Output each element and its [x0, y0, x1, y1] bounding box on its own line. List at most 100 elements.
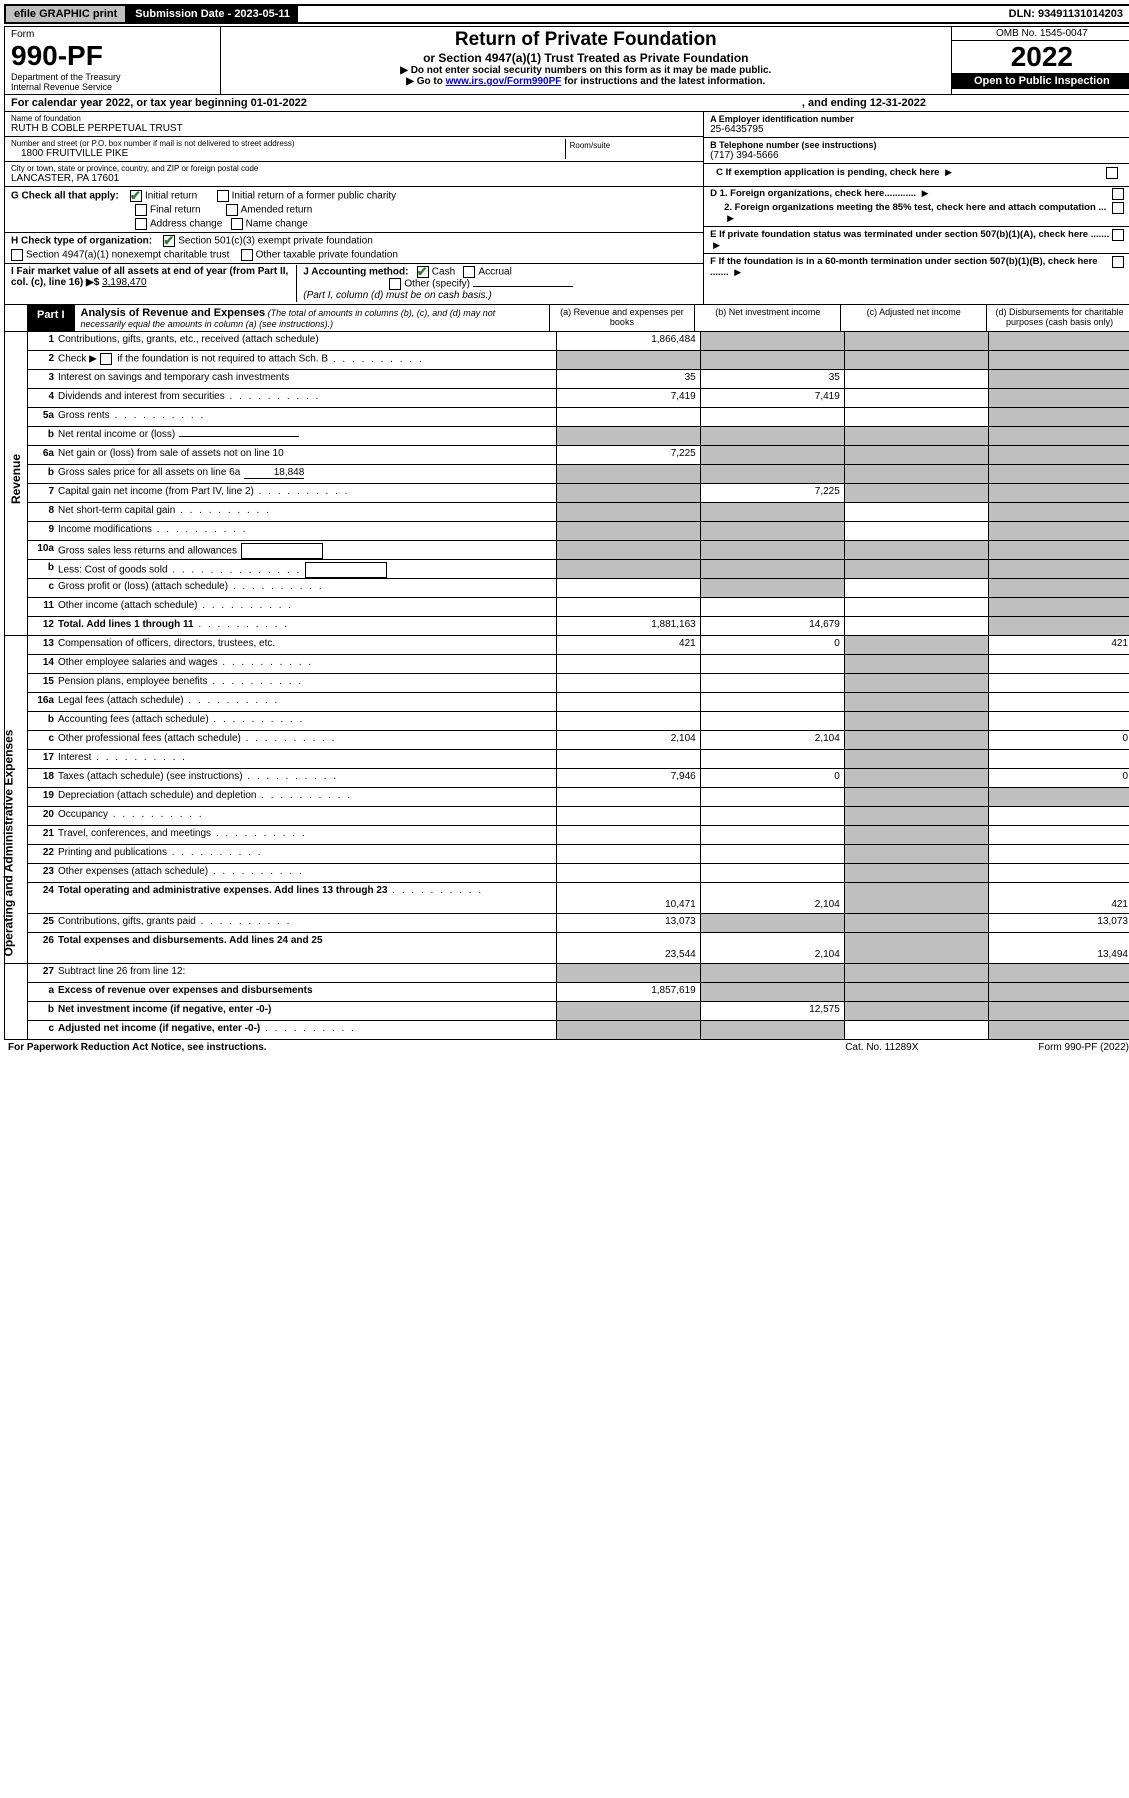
r2-n: 2 [28, 351, 58, 369]
r27b-b: 12,575 [700, 1002, 844, 1020]
row-1: 1Contributions, gifts, grants, etc., rec… [28, 332, 1129, 351]
r26-a: 23,544 [556, 933, 700, 963]
r16c-n: c [28, 731, 58, 749]
r4-c [844, 389, 988, 407]
j-accrual-checkbox[interactable] [463, 266, 475, 278]
h-501c3-checkbox[interactable] [163, 235, 175, 247]
r1-b [700, 332, 844, 350]
g-addr-checkbox[interactable] [135, 218, 147, 230]
col-d-head: (d) Disbursements for charitable purpose… [986, 305, 1129, 331]
r5b-c [844, 427, 988, 445]
g-label: G Check all that apply: [11, 191, 119, 202]
r22-d-col [988, 845, 1129, 863]
i-value: 3,198,470 [102, 277, 147, 288]
entity-left: Name of foundation RUTH B COBLE PERPETUA… [5, 112, 703, 186]
r21-d: Travel, conferences, and meetings [58, 826, 556, 844]
c-checkbox[interactable] [1106, 167, 1118, 179]
row-20: 20Occupancy [28, 807, 1129, 826]
h-other-checkbox[interactable] [241, 249, 253, 261]
r8-b [700, 503, 844, 521]
r8-dt: Net short-term capital gain [58, 505, 175, 516]
g-name: Name change [246, 219, 308, 230]
g-name-checkbox[interactable] [231, 218, 243, 230]
j-accrual: Accrual [478, 267, 511, 278]
row-26: 26Total expenses and disbursements. Add … [28, 933, 1129, 963]
r5b-d-col [988, 427, 1129, 445]
r5b-b [700, 427, 844, 445]
row-12: 12Total. Add lines 1 through 111,881,163… [28, 617, 1129, 635]
r22-dt: Printing and publications [58, 847, 167, 858]
j-row: J Accounting method: Cash Accrual Other … [297, 265, 703, 302]
g-initial-former-checkbox[interactable] [217, 190, 229, 202]
e-checkbox[interactable] [1112, 229, 1124, 241]
h-4947-checkbox[interactable] [11, 249, 23, 261]
r14-b [700, 655, 844, 673]
r15-n: 15 [28, 674, 58, 692]
r7-d: Capital gain net income (from Part IV, l… [58, 484, 556, 502]
r23-b [700, 864, 844, 882]
phone-label: B Telephone number (see instructions) [710, 140, 1126, 150]
r18-c [844, 769, 988, 787]
r7-d-col [988, 484, 1129, 502]
f-checkbox[interactable] [1112, 256, 1124, 268]
r18-b: 0 [700, 769, 844, 787]
phone-value: (717) 394-5666 [710, 150, 1126, 161]
r21-dt: Travel, conferences, and meetings [58, 828, 211, 839]
r27-b [700, 964, 844, 982]
r16b-c [844, 712, 988, 730]
r7-n: 7 [28, 484, 58, 502]
r14-dt: Other employee salaries and wages [58, 657, 218, 668]
form-note2: ▶ Go to www.irs.gov/Form990PF for instru… [227, 76, 945, 87]
r6a-b [700, 446, 844, 464]
r18-d-col: 0 [988, 769, 1129, 787]
r2-checkbox[interactable] [100, 353, 112, 365]
g-final-checkbox[interactable] [135, 204, 147, 216]
d1-label: D 1. Foreign organizations, check here..… [710, 188, 916, 199]
d1-checkbox[interactable] [1112, 188, 1124, 200]
form-note1: ▶ Do not enter social security numbers o… [227, 65, 945, 76]
r13-n: 13 [28, 636, 58, 654]
r22-b [700, 845, 844, 863]
r19-n: 19 [28, 788, 58, 806]
form-number: 990-PF [11, 40, 214, 72]
r10a-b [700, 541, 844, 559]
r10b-d-col [988, 560, 1129, 578]
r8-d: Net short-term capital gain [58, 503, 556, 521]
r16a-a [556, 693, 700, 711]
r12-b: 14,679 [700, 617, 844, 635]
r23-a [556, 864, 700, 882]
r27a-n: a [28, 983, 58, 1001]
form-title: Return of Private Foundation [227, 29, 945, 51]
ein-cell: A Employer identification number 25-6435… [704, 112, 1129, 138]
r12-dt: Total. Add lines 1 through 11 [58, 619, 194, 630]
efile-print-button[interactable]: efile GRAPHIC print [6, 6, 127, 22]
row-9: 9Income modifications [28, 522, 1129, 541]
row-25: 25Contributions, gifts, grants paid13,07… [28, 914, 1129, 933]
h-label: H Check type of organization: [11, 236, 152, 247]
j-other-checkbox[interactable] [389, 278, 401, 290]
g-initial-checkbox[interactable] [130, 190, 142, 202]
r15-b [700, 674, 844, 692]
r6a-a: 7,225 [556, 446, 700, 464]
r1-c [844, 332, 988, 350]
j-cash: Cash [432, 267, 455, 278]
row-18: 18Taxes (attach schedule) (see instructi… [28, 769, 1129, 788]
r10b-c [844, 560, 988, 578]
form-word: Form [11, 29, 214, 40]
col-c-head: (c) Adjusted net income [840, 305, 986, 331]
r27-a [556, 964, 700, 982]
row-5b: bNet rental income or (loss) [28, 427, 1129, 446]
g-amended-checkbox[interactable] [226, 204, 238, 216]
d2-checkbox[interactable] [1112, 202, 1124, 214]
name-label: Name of foundation [11, 114, 697, 123]
r13-c [844, 636, 988, 654]
revenue-side: Revenue [5, 332, 28, 635]
irs-link[interactable]: www.irs.gov/Form990PF [446, 76, 562, 87]
j-cash-checkbox[interactable] [417, 266, 429, 278]
r14-a [556, 655, 700, 673]
phone-cell: B Telephone number (see instructions) (7… [704, 138, 1129, 164]
r16b-b [700, 712, 844, 730]
g-final: Final return [150, 205, 201, 216]
addr-cell: Number and street (or P.O. box number if… [5, 137, 703, 162]
expenses-side: Operating and Administrative Expenses [5, 636, 28, 963]
